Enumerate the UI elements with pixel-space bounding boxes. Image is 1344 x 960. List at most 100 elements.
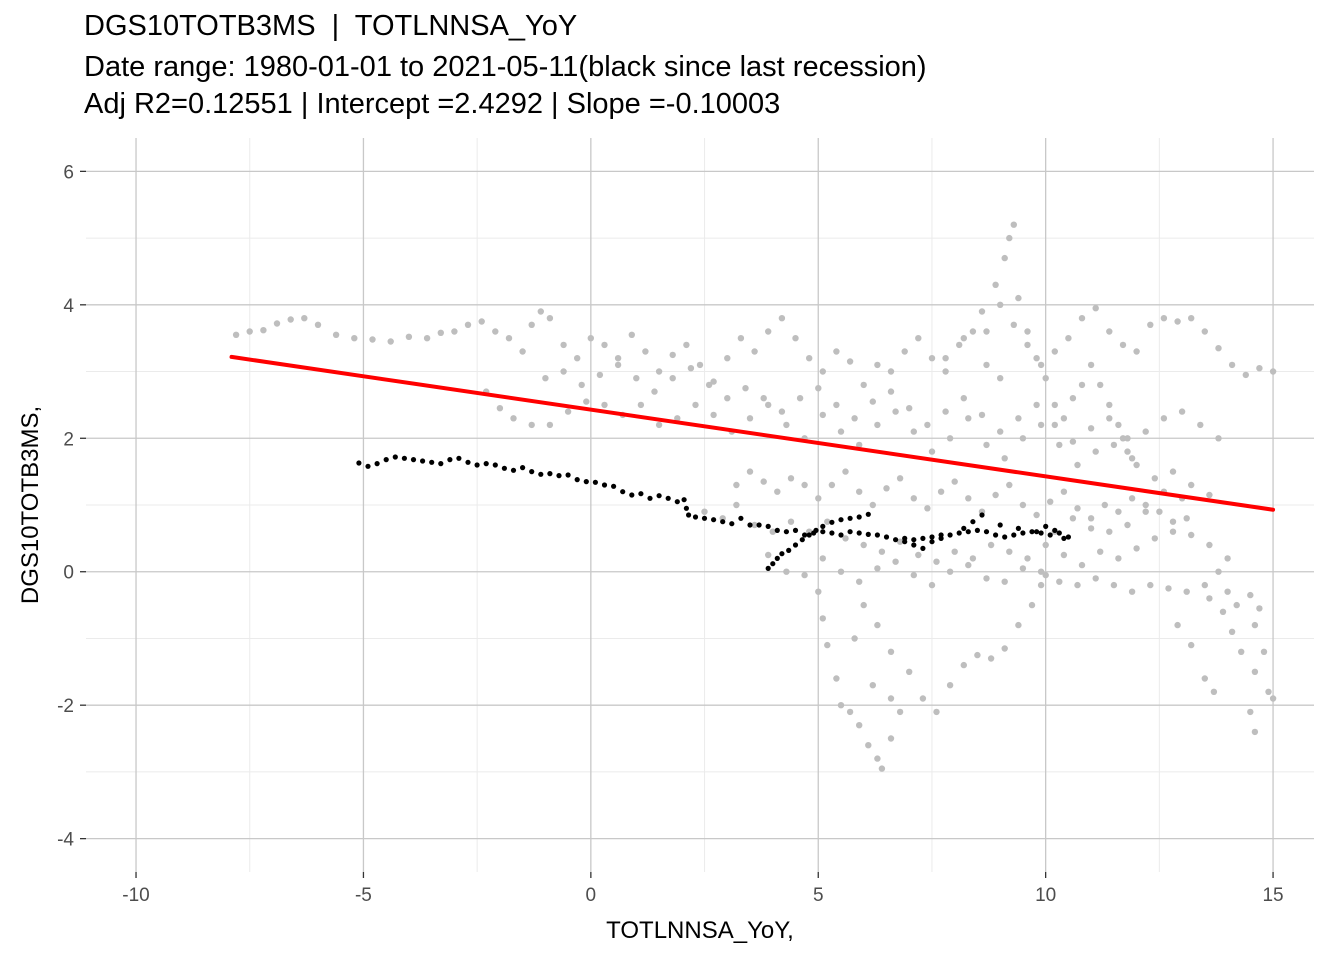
historical-point <box>601 401 608 409</box>
historical-point <box>837 428 845 435</box>
historical-point <box>942 355 949 362</box>
historical-point <box>842 535 849 542</box>
recent-point <box>786 547 792 554</box>
historical-point <box>1033 355 1040 362</box>
historical-point <box>910 571 917 579</box>
historical-point <box>669 375 676 382</box>
recent-point <box>802 532 808 538</box>
historical-point <box>760 395 767 402</box>
historical-point <box>1151 475 1159 482</box>
historical-point <box>1042 571 1049 579</box>
historical-point <box>896 475 904 482</box>
historical-point <box>260 327 267 334</box>
historical-point <box>874 421 881 429</box>
historical-point <box>232 331 240 338</box>
recent-point <box>510 467 517 473</box>
recent-point <box>983 529 990 535</box>
x-tick-label: 5 <box>813 885 824 906</box>
historical-point <box>946 435 954 442</box>
recent-point <box>820 529 826 535</box>
historical-point <box>928 581 936 589</box>
historical-point <box>783 568 790 575</box>
historical-point <box>1251 621 1259 629</box>
historical-point <box>1247 591 1254 599</box>
historical-point <box>651 388 658 395</box>
historical-point <box>892 558 899 565</box>
historical-point <box>983 361 990 369</box>
historical-point <box>1201 675 1209 682</box>
historical-point <box>1242 371 1250 379</box>
historical-point <box>778 315 786 322</box>
recent-point <box>799 537 805 543</box>
historical-point <box>742 385 749 392</box>
recent-point <box>806 532 812 538</box>
historical-point <box>869 501 876 509</box>
historical-point <box>1142 428 1149 435</box>
historical-point <box>724 395 731 402</box>
historical-point <box>1001 455 1008 462</box>
historical-point <box>1001 578 1008 585</box>
recent-point <box>683 505 690 511</box>
historical-point <box>1115 421 1122 429</box>
historical-point <box>1015 415 1022 422</box>
historical-point <box>910 428 917 435</box>
historical-point <box>1015 621 1022 629</box>
historical-point <box>906 405 913 412</box>
historical-point <box>997 375 1004 382</box>
historical-point <box>1051 348 1059 355</box>
historical-point <box>769 528 776 535</box>
recent-point <box>920 545 926 552</box>
historical-point <box>464 321 472 328</box>
historical-point <box>332 331 340 338</box>
historical-point <box>978 411 986 419</box>
historical-point <box>765 401 772 409</box>
recent-point <box>847 529 853 535</box>
historical-point <box>1156 508 1163 515</box>
recent-point <box>438 461 444 467</box>
historical-point <box>1069 395 1077 402</box>
historical-point <box>951 478 958 485</box>
historical-point <box>846 708 854 716</box>
recent-point <box>829 519 835 525</box>
historical-point <box>1097 381 1104 389</box>
historical-point <box>1188 315 1195 322</box>
historical-point <box>1033 511 1040 519</box>
historical-point <box>787 518 795 525</box>
recent-point <box>420 458 426 464</box>
recent-point <box>629 492 635 498</box>
historical-point <box>1087 525 1095 532</box>
historical-point <box>819 555 826 562</box>
historical-point <box>1128 495 1136 502</box>
historical-point <box>846 358 854 365</box>
y-tick-label: -2 <box>57 696 74 717</box>
recent-point <box>920 535 926 542</box>
historical-point <box>1128 455 1136 462</box>
recent-point <box>792 542 799 548</box>
historical-point <box>1201 328 1209 335</box>
recent-point <box>792 527 799 534</box>
x-tick-label: 10 <box>1035 885 1056 906</box>
historical-point <box>937 488 945 495</box>
x-axis-label: TOTLNNSA_YoY, <box>606 917 794 944</box>
recent-point <box>1002 534 1008 540</box>
historical-point <box>792 335 799 342</box>
historical-point <box>856 578 863 585</box>
recent-point <box>701 515 708 521</box>
historical-point <box>765 551 772 559</box>
historical-point <box>692 401 699 409</box>
historical-point <box>1178 408 1186 415</box>
historical-point <box>1147 581 1154 589</box>
historical-point <box>633 375 640 382</box>
historical-point <box>642 348 649 355</box>
y-tick-label: -4 <box>57 830 74 851</box>
historical-point <box>887 368 895 375</box>
historical-point <box>510 415 517 422</box>
historical-point <box>696 361 704 369</box>
recent-point <box>620 489 626 495</box>
recent-point <box>965 529 971 535</box>
historical-point <box>1106 415 1113 422</box>
historical-point <box>1001 645 1008 652</box>
historical-point <box>946 568 954 575</box>
historical-point <box>878 548 886 555</box>
